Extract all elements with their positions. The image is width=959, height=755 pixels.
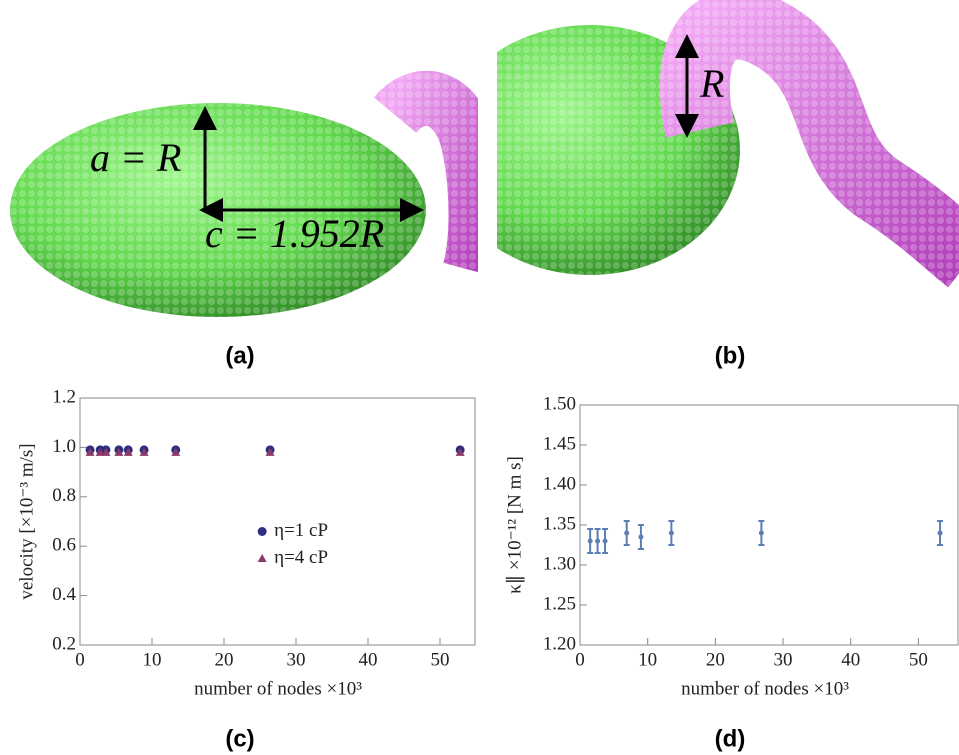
data-point	[455, 447, 465, 456]
y-tick-label: 0.2	[52, 633, 76, 654]
panel-label: (b)	[715, 342, 746, 369]
y-tick-label: 1.20	[543, 633, 576, 654]
data-point	[265, 447, 275, 456]
legend-label: η=4 cP	[274, 547, 328, 568]
x-tick-label: 20	[215, 649, 234, 670]
data-point	[668, 530, 674, 536]
y-tick-label: 1.45	[543, 433, 576, 454]
y-tick-label: 0.4	[52, 584, 76, 605]
rendering-b: R	[497, 0, 959, 288]
x-tick-label: 30	[287, 649, 306, 670]
data-point	[587, 538, 593, 544]
x-tick-label: 50	[909, 649, 928, 670]
panel-label: (d)	[715, 725, 746, 752]
x-axis-label: number of nodes ×10³	[194, 678, 362, 699]
data-point	[95, 447, 105, 456]
data-point	[595, 538, 601, 544]
data-point	[638, 534, 644, 540]
y-tick-label: 0.6	[52, 535, 76, 556]
y-tick-label: 1.30	[543, 553, 576, 574]
x-axis-label: number of nodes ×10³	[681, 678, 849, 699]
data-point	[85, 447, 95, 456]
y-tick-label: 1.50	[543, 393, 576, 414]
data-point	[758, 530, 764, 536]
x-tick-label: 40	[841, 649, 860, 670]
x-tick-label: 40	[359, 649, 378, 670]
annotation: a = R	[90, 135, 181, 180]
rendering-a: a = R c = 1.952R	[10, 71, 478, 317]
y-tick-label: 1.40	[543, 473, 576, 494]
x-tick-label: 50	[431, 649, 450, 670]
x-tick-label: 20	[706, 649, 725, 670]
data-point	[602, 538, 608, 544]
y-tick-label: 1.0	[52, 436, 76, 457]
y-tick-label: 1.25	[543, 593, 576, 614]
annotation: R	[699, 61, 724, 106]
plot-frame	[579, 404, 959, 646]
y-axis-label: velocity [×10⁻³ m/s]	[16, 443, 37, 599]
annotation: c = 1.952R	[205, 211, 384, 256]
panel-label: (a)	[225, 342, 254, 369]
x-tick-label: 0	[75, 649, 85, 670]
data-point	[171, 447, 181, 456]
legend-marker	[257, 527, 267, 536]
data-point	[123, 447, 133, 456]
x-tick-label: 0	[575, 649, 585, 670]
data-point	[937, 530, 943, 536]
data-point	[139, 447, 149, 456]
plot-frame	[79, 397, 476, 646]
y-tick-label: 0.8	[52, 485, 76, 506]
panel-label: (c)	[225, 725, 254, 752]
legend-label: η=1 cP	[274, 520, 328, 541]
y-axis-label: κ∥ ×10⁻¹² [N m s]	[504, 456, 525, 594]
x-tick-label: 30	[774, 649, 793, 670]
data-point	[101, 447, 111, 456]
y-tick-label: 1.2	[52, 386, 76, 407]
x-tick-label: 10	[143, 649, 162, 670]
x-tick-label: 10	[638, 649, 657, 670]
data-point	[114, 447, 124, 456]
y-tick-label: 1.35	[543, 513, 576, 534]
data-point	[624, 530, 630, 536]
legend-marker	[257, 554, 267, 562]
